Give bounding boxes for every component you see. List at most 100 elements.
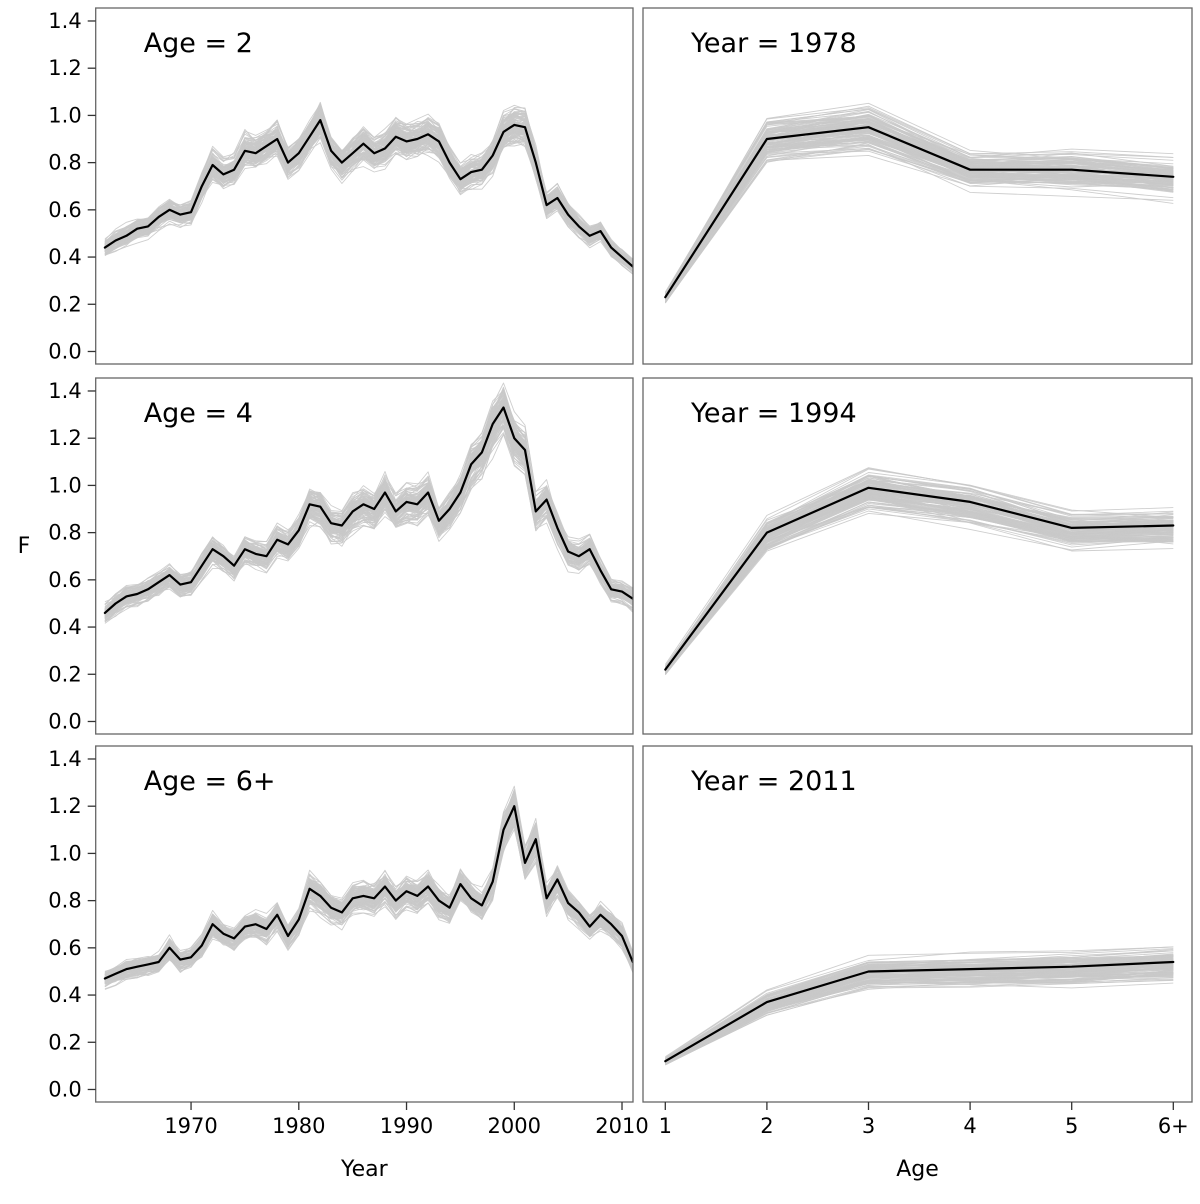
y-tick-label: 0.2: [48, 1030, 81, 1054]
replicate-line: [665, 955, 1174, 1061]
y-tick-label: 0.6: [48, 936, 81, 960]
replicate-line: [664, 136, 1174, 299]
panel-border: [95, 745, 634, 1103]
replicate-line: [104, 427, 633, 623]
y-axis-ticks: 0.0 0.2 0.4 0.6 0.8 1.0 1.2 1.4: [48, 9, 96, 363]
x-tick-label: 1: [659, 1114, 672, 1138]
replicate-line: [664, 480, 1174, 670]
replicate-line: [104, 106, 633, 263]
y-tick-label: 0.8: [48, 151, 81, 175]
y-tick-label: 1.0: [48, 103, 81, 127]
y-tick-label: 1.0: [48, 841, 81, 865]
y-tick-label: 0.8: [48, 889, 81, 913]
replicate-line: [104, 427, 633, 620]
y-tick-label: 0.2: [48, 662, 81, 686]
replicate-line: [664, 107, 1174, 296]
replicate-line: [665, 972, 1174, 1064]
x-axis-label-year: Year: [340, 1157, 389, 1182]
x-axis-label-age: Age: [896, 1157, 939, 1182]
replicate-line: [664, 134, 1174, 298]
y-tick-label: 1.0: [48, 473, 81, 497]
replicate-line: [665, 972, 1174, 1064]
y-tick-label: 1.4: [48, 379, 81, 403]
x-tick-label: 1990: [380, 1114, 433, 1138]
median-line: [664, 486, 1175, 671]
x-axis-ticks: 1970 1980 1990 2000 2010: [164, 1102, 649, 1138]
replicate-line: [664, 118, 1174, 296]
panel-title: Year = 1978: [690, 28, 857, 59]
panel-border: [642, 377, 1193, 735]
replicate-line: [104, 434, 633, 621]
x-tick-label: 5: [1065, 1114, 1078, 1138]
median-line: [103, 406, 633, 615]
median-line: [103, 805, 633, 980]
y-tick-label: 1.2: [48, 56, 81, 80]
replicate-line: [104, 382, 633, 603]
y-tick-label: 1.4: [48, 9, 81, 33]
replicate-line: [664, 486, 1174, 671]
y-axis-label: F: [18, 534, 31, 559]
y-tick-label: 0.0: [48, 339, 81, 363]
replicate-line: [665, 946, 1174, 1058]
x-tick-label: 2: [760, 1114, 773, 1138]
x-tick-label: 1980: [272, 1114, 325, 1138]
replicate-line: [664, 504, 1174, 675]
x-tick-label: 4: [963, 1114, 976, 1138]
replicate-line: [665, 946, 1174, 1058]
y-tick-label: 1.4: [48, 747, 81, 771]
y-axis-ticks: 0.0 0.2 0.4 0.6 0.8 1.0 1.2 1.4: [48, 379, 96, 733]
panel-age-4: Age = 4 0.0 0.2 0.4 0.6 0.8 1.0 1.2 1.4: [48, 377, 634, 735]
panel-year-1978: Year = 1978: [642, 7, 1193, 365]
x-tick-label: 3: [862, 1114, 875, 1138]
replicate-line: [664, 472, 1174, 668]
panel-title: Age = 2: [144, 28, 253, 59]
replicate-line: [665, 957, 1174, 1061]
replicate-line: [664, 124, 1174, 297]
x-tick-label: 2010: [595, 1114, 648, 1138]
y-tick-label: 1.2: [48, 794, 81, 818]
y-tick-label: 0.0: [48, 1077, 81, 1101]
replicate-line: [104, 816, 633, 985]
panel-age-2: Age = 2 0.0 0.2 0.4 0.6 0.8 1.0 1.2 1.4: [48, 7, 634, 365]
x-axis-ticks: 1 2 3 4 5 6+: [659, 1102, 1189, 1138]
panel-year-1994: Year = 1994: [642, 377, 1193, 735]
y-tick-label: 0.4: [48, 983, 81, 1007]
y-tick-label: 0.8: [48, 521, 81, 545]
replicate-line: [665, 975, 1174, 1066]
y-tick-label: 0.6: [48, 568, 81, 592]
panel-title: Year = 1994: [690, 398, 857, 429]
replicate-line: [664, 506, 1174, 672]
median-line: [103, 118, 633, 268]
ensemble-lines: [664, 467, 1174, 676]
y-axis-ticks: 0.0 0.2 0.4 0.6 0.8 1.0 1.2 1.4: [48, 747, 96, 1101]
ensemble-lines: [104, 382, 633, 624]
panel-age-6plus: Age = 6+ 0.0 0.2 0.4 0.6 0.8 1.0 1.2 1.4 1970 1980…: [48, 745, 649, 1138]
replicate-line: [665, 966, 1174, 1063]
panel-title: Age = 6+: [144, 766, 276, 797]
replicate-line: [664, 506, 1174, 673]
y-tick-label: 0.6: [48, 198, 81, 222]
y-tick-label: 0.4: [48, 245, 81, 269]
y-tick-label: 1.2: [48, 426, 81, 450]
replicate-line: [664, 499, 1174, 672]
replicate-line: [104, 432, 633, 621]
panel-title: Year = 2011: [690, 766, 857, 797]
replicate-line: [104, 394, 633, 611]
replicate-line: [664, 115, 1174, 293]
y-tick-label: 0.2: [48, 292, 81, 316]
replicate-line: [664, 467, 1174, 665]
panel-border: [642, 7, 1193, 365]
x-tick-label: 1970: [164, 1114, 217, 1138]
median-line: [664, 960, 1175, 1063]
median-line: [664, 126, 1175, 299]
x-tick-label: 6+: [1158, 1114, 1189, 1138]
replicate-line: [664, 492, 1174, 673]
y-tick-label: 0.4: [48, 615, 81, 639]
panel-title: Age = 4: [144, 398, 253, 429]
panel-border: [95, 7, 634, 365]
panel-year-2011: Year = 2011 1 2 3 4 5 6+: [642, 745, 1193, 1138]
y-tick-label: 0.0: [48, 709, 81, 733]
